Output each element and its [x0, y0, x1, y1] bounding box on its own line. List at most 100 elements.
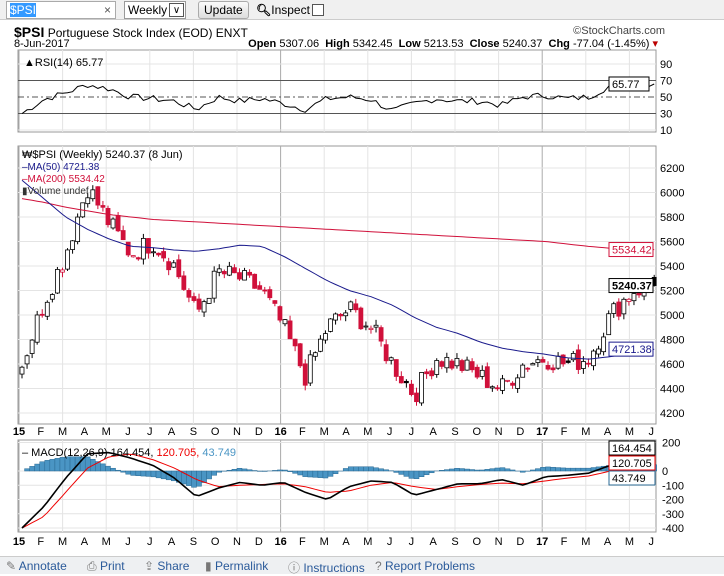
candle-body [364, 326, 368, 327]
macd-histogram-bar [30, 466, 35, 471]
month-label: N [233, 536, 241, 548]
candle-body [404, 381, 408, 382]
candle-body [470, 362, 474, 370]
candle-body [232, 268, 236, 273]
footer-permalink-button[interactable]: ▮ Permalink [205, 559, 268, 573]
pencil-icon: ✎ [6, 559, 19, 573]
macd-histogram-bar [313, 471, 318, 477]
macd-histogram-bar [151, 471, 156, 477]
candle-body [106, 208, 110, 224]
macd-histogram-bar [460, 469, 465, 471]
candle-body [131, 256, 135, 257]
symbol-input[interactable]: $PSI× [6, 1, 116, 19]
candle-body [344, 313, 348, 316]
price-tick-label: 4600 [660, 359, 684, 371]
month-label: A [168, 426, 176, 438]
candle-body [526, 368, 530, 369]
macd-histogram-bar [298, 471, 303, 475]
stock-chart[interactable]: 1515FFMMAAMMJJJJAASSOONNDD1616FFMMAAMMJJ… [0, 44, 724, 556]
candle-body [308, 355, 312, 383]
update-button[interactable]: Update [198, 1, 249, 19]
macd-histogram-bar [323, 471, 328, 478]
month-label: S [190, 426, 197, 438]
candle-body [298, 344, 302, 366]
macd-histogram-bar [100, 464, 105, 471]
candle-body [490, 387, 494, 388]
month-label: 15 [13, 426, 25, 438]
candle-body [222, 271, 226, 273]
footer-toolbar: ✎ Annotate ⎙ Print ⇪ Share ▮ Permalink ⓘ Ins… [0, 556, 724, 574]
month-label: J [125, 426, 131, 438]
candle-body [500, 379, 504, 391]
candle-body [40, 314, 44, 315]
footer-annotate-button[interactable]: ✎ Annotate [6, 559, 67, 573]
footer-report-problems-button[interactable]: ? Report Problems [375, 559, 475, 573]
candle-body [460, 361, 464, 371]
macd-histogram-bar [146, 471, 151, 476]
candle-body [561, 355, 565, 364]
price-legend-item: ₩$PSI (Weekly) 5240.37 (8 Jun) [22, 149, 183, 161]
macd-histogram-bar [288, 471, 293, 472]
candle-body [440, 362, 444, 367]
candle-body [35, 315, 39, 342]
macd-histogram-bar [368, 467, 373, 471]
rsi-tick-label: 50 [660, 92, 672, 104]
candle-body [581, 361, 585, 368]
macd-histogram-bar [394, 471, 399, 472]
footer-instructions-button[interactable]: ⓘ Instructions [288, 559, 365, 576]
macd-histogram-bar [116, 470, 121, 471]
month-label: 17 [536, 426, 548, 438]
candle-body [71, 241, 75, 250]
macd-histogram-bar [85, 457, 90, 471]
macd-histogram-bar [156, 471, 161, 478]
candle-body [146, 238, 150, 253]
candle-body [627, 299, 631, 301]
candle-body [278, 307, 282, 320]
price-tick-label: 4400 [660, 384, 684, 396]
macd-histogram-bar [510, 470, 515, 471]
month-label: 17 [536, 536, 548, 548]
footer-print-button[interactable]: ⎙ Print [87, 559, 125, 574]
macd-histogram-bar [343, 468, 348, 471]
macd-histogram-bar [470, 470, 475, 471]
month-label: F [561, 536, 568, 548]
inspect-checkbox[interactable] [312, 4, 324, 16]
rsi-tick-label: 70 [660, 76, 672, 88]
macd-histogram-bar [197, 471, 202, 486]
macd-histogram-bar [480, 470, 485, 471]
macd-histogram-bar [282, 470, 287, 471]
price-legend-item: ▮Volume undef [22, 186, 89, 197]
macd-histogram-bar [419, 471, 424, 477]
candle-body [60, 270, 64, 272]
candle-body [566, 361, 570, 363]
candle-body [303, 364, 307, 385]
macd-histogram-bar [318, 471, 323, 478]
candle-body [607, 314, 611, 335]
candle-body [126, 242, 130, 255]
macd-histogram-bar [227, 470, 232, 471]
price-tick-label: 5600 [660, 237, 684, 249]
macd-tick-label: -400 [662, 523, 684, 535]
price-tick-label: 6200 [660, 163, 684, 175]
price-tick-label: 5200 [660, 286, 684, 298]
price-tick-label: 4800 [660, 335, 684, 347]
candle-body [430, 371, 434, 376]
month-label: A [342, 426, 350, 438]
inspect-toggle[interactable]: 🔍︎Inspect [256, 3, 324, 17]
macd-histogram-bar [136, 471, 141, 476]
macd-histogram-bar [45, 460, 50, 471]
clear-icon[interactable]: × [104, 3, 111, 17]
candle-body [475, 367, 479, 377]
macd-histogram-bar [495, 468, 500, 471]
macd-histogram-bar [308, 471, 313, 477]
price-ma50-tag-text: 4721.38 [612, 344, 652, 356]
month-label: F [37, 536, 44, 548]
macd-tick-label: -200 [662, 495, 684, 507]
period-select[interactable]: Weekly∨ [124, 1, 186, 19]
candle-body [283, 320, 287, 324]
macd-value-tag-macd-text: 164.454 [612, 443, 652, 455]
macd-histogram-bar [207, 471, 212, 479]
candle-body [556, 356, 560, 368]
footer-share-button[interactable]: ⇪ Share [144, 559, 189, 573]
candle-body [541, 359, 545, 362]
